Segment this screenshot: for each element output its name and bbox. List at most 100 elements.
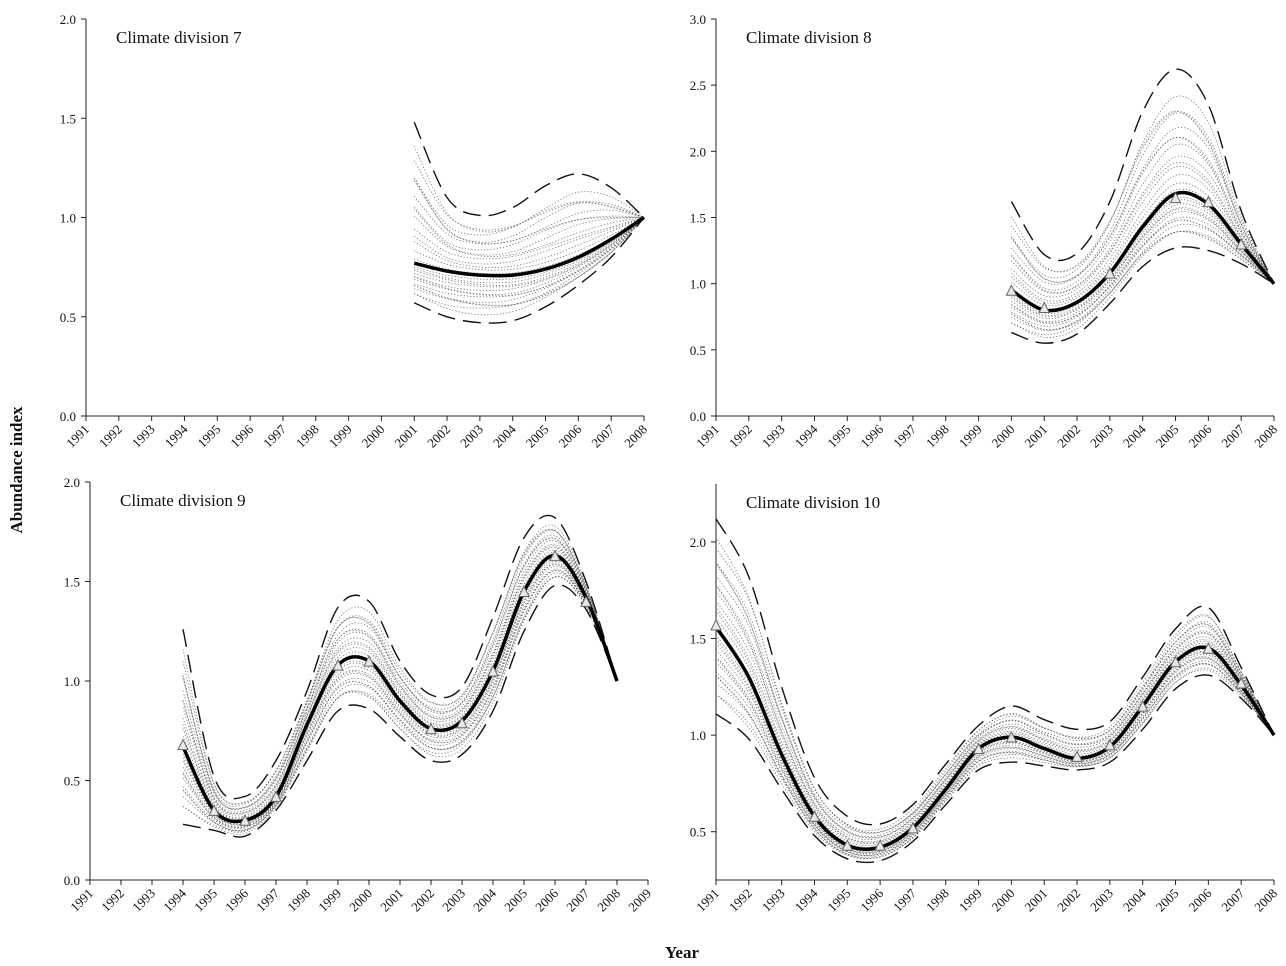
observed-marker — [907, 821, 919, 834]
x-tick-label: 1993 — [129, 422, 158, 451]
y-tick-label: 2.0 — [690, 535, 706, 550]
bootstrap-trajectory — [182, 568, 618, 829]
x-tick-label: 1998 — [284, 886, 313, 915]
observed-marker — [580, 595, 592, 607]
x-tick-label: 2003 — [1087, 886, 1116, 915]
lower-confidence-line — [1011, 246, 1275, 344]
bootstrap-trajectory — [715, 563, 1275, 837]
bootstrap-trajectory — [182, 534, 618, 810]
bootstrap-trajectory — [414, 217, 645, 278]
x-tick-label: 2000 — [359, 422, 388, 451]
observed-marker — [208, 804, 220, 816]
y-tick-label: 1.5 — [60, 111, 76, 126]
x-tick-label: 1997 — [890, 885, 919, 914]
y-tick-label: 0.5 — [690, 343, 706, 358]
observed-marker — [1136, 700, 1149, 712]
x-tick-label: 1993 — [759, 422, 788, 451]
upper-confidence-line — [1010, 68, 1275, 284]
y-tick-label: 0.0 — [60, 409, 76, 424]
y-tick-label: 2.0 — [60, 12, 76, 27]
observed-marker — [1235, 237, 1247, 250]
observed-marker — [1202, 195, 1215, 208]
bootstrap-trajectory — [182, 564, 618, 827]
bootstrap-trajectory — [182, 537, 618, 813]
y-tick-label: 1.0 — [690, 277, 706, 292]
x-tick-label: 1995 — [824, 422, 853, 451]
x-tick-label: 1999 — [956, 422, 985, 451]
bootstrap-trajectory — [1011, 219, 1275, 327]
x-tick-label: 1997 — [890, 421, 919, 450]
y-axis-title: Abundance index — [7, 406, 26, 534]
x-tick-label: 2005 — [523, 422, 552, 451]
bootstrap-trajectory — [1011, 110, 1275, 284]
x-tick-label: 1996 — [857, 885, 886, 914]
y-tick-label: 1.0 — [64, 674, 80, 689]
y-tick-label: 0.5 — [690, 825, 706, 840]
bootstrap-trajectory — [715, 657, 1275, 856]
bootstrap-trajectory — [413, 160, 645, 231]
x-tick-label: 2009 — [625, 886, 654, 915]
observed-marker — [177, 738, 189, 751]
chart-panel-4: 0.5 1.0 1.5 2.0 1991 1992 1993 1994 1995 1996 1997… — [690, 484, 1280, 915]
bootstrap-trajectory — [182, 576, 618, 832]
x-tick-label: 2000 — [346, 886, 375, 915]
lower-confidence-line — [413, 217, 645, 324]
x-tick-label: 2002 — [1054, 422, 1083, 451]
bootstrap-trajectory — [715, 561, 1275, 833]
upper-confidence-line — [182, 514, 618, 800]
bootstrap-trajectory — [182, 559, 618, 825]
y-tick-label: 0.5 — [60, 310, 76, 325]
bootstrap-trajectory — [1011, 137, 1275, 291]
bootstrap-trajectory — [413, 178, 645, 243]
x-tick-label: 1997 — [260, 421, 289, 450]
bootstrap-trajectory — [715, 660, 1275, 857]
x-tick-label: 2003 — [1087, 422, 1116, 451]
x-tick-label: 1994 — [160, 885, 189, 914]
x-tick-label: 1992 — [96, 422, 125, 451]
x-tick-label: 1998 — [923, 422, 952, 451]
x-tick-label: 1991 — [693, 886, 722, 915]
bootstrap-trajectory — [1011, 216, 1275, 324]
x-tick-label: 2005 — [501, 886, 530, 915]
bootstrap-trajectory — [414, 217, 645, 271]
x-tick-label: 1992 — [98, 886, 127, 915]
observed-marker — [1202, 642, 1215, 654]
observed-marker — [972, 742, 985, 755]
lower-confidence-line — [715, 674, 1275, 864]
bootstrap-trajectory — [715, 537, 1275, 831]
x-tick-label: 2008 — [1251, 422, 1280, 451]
bootstrap-trajectory — [182, 557, 618, 824]
bootstrap-trajectory — [413, 180, 645, 245]
observed-marker — [710, 618, 722, 631]
y-tick-label: 2.5 — [690, 78, 706, 93]
bootstrap-trajectory — [413, 206, 645, 251]
x-tick-label: 1995 — [824, 886, 853, 915]
x-tick-label: 2006 — [1185, 885, 1214, 914]
estimate-line — [181, 553, 619, 824]
x-tick-label: 1995 — [194, 422, 223, 451]
x-tick-label: 1991 — [693, 422, 722, 451]
bootstrap-trajectory — [1011, 136, 1275, 285]
observed-marker — [270, 790, 282, 802]
bootstrap-trajectory — [1011, 165, 1275, 302]
y-tick-label: 1.5 — [690, 211, 706, 226]
observed-marker — [1005, 730, 1018, 743]
observed-marker — [239, 814, 251, 826]
bootstrap-trajectory — [715, 663, 1275, 858]
y-tick-label: 2.0 — [690, 144, 706, 159]
x-tick-label: 2008 — [594, 886, 623, 915]
lower-confidence-line — [182, 584, 618, 838]
bootstrap-trajectory — [1011, 199, 1275, 316]
bootstrap-trajectory — [182, 549, 618, 819]
bootstrap-trajectory — [182, 556, 618, 823]
x-tick-label: 1999 — [315, 886, 344, 915]
bootstrap-trajectory — [715, 638, 1275, 852]
bootstrap-trajectory — [182, 554, 618, 822]
bootstrap-trajectory — [414, 217, 645, 297]
x-axis-title: Year — [665, 943, 699, 962]
observed-marker — [332, 658, 344, 671]
observed-marker — [1104, 266, 1116, 279]
x-tick-label: 2007 — [563, 885, 592, 914]
